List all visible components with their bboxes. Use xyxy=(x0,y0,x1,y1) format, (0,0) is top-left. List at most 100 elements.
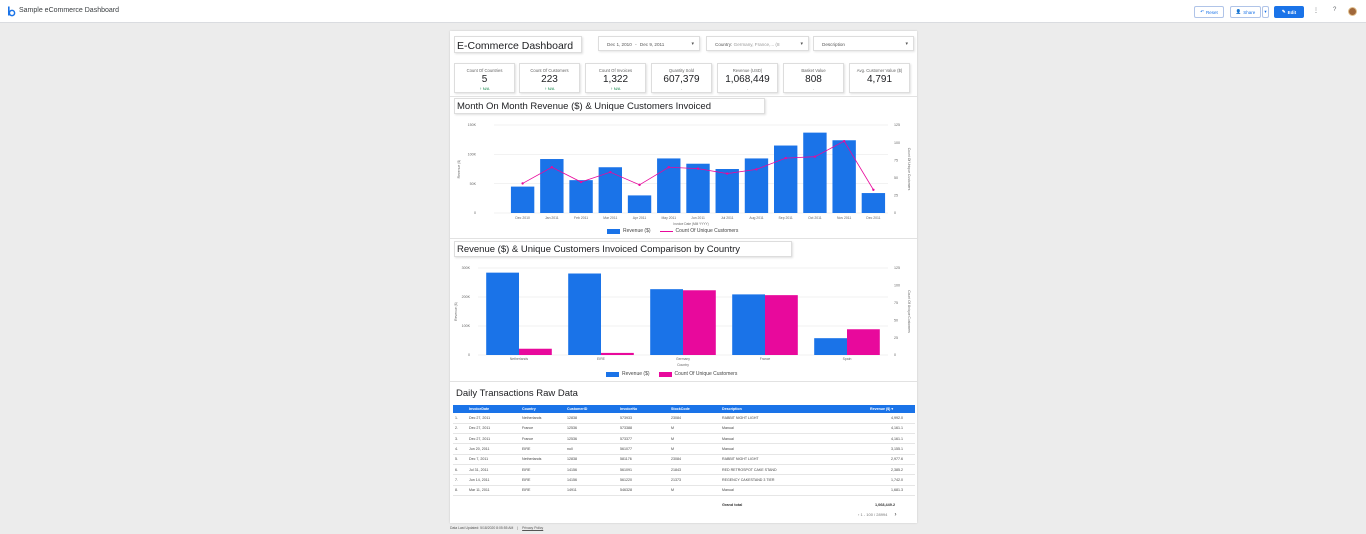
cell-stock: M xyxy=(669,443,720,455)
cell-country: France xyxy=(520,423,565,435)
chevron-down-icon: ▾ xyxy=(905,41,908,47)
cell-country: EIRE xyxy=(520,443,565,455)
divider xyxy=(450,238,917,239)
section-title-monthly: Month On Month Revenue ($) & Unique Cust… xyxy=(454,98,765,114)
cell-date: Dec 7, 2011 xyxy=(467,454,520,465)
x-tick-label: EIRE xyxy=(597,357,606,361)
table-row[interactable]: 3. Dec 27, 2011 France 12536 573377 M Manual 4,… xyxy=(453,433,915,445)
legend-swatch-customers xyxy=(659,230,673,232)
cell-description: RABBIT NIGHT LIGHT xyxy=(720,454,868,465)
cell-date: Jun 20, 2011 xyxy=(467,443,520,455)
col-invoice-no[interactable]: InvoiceNo xyxy=(618,405,669,413)
cell-revenue: 2,977.6 xyxy=(868,454,915,465)
cell-invoice: 561220 xyxy=(618,474,669,486)
cell-date: Dec 27, 2011 xyxy=(467,413,520,424)
point xyxy=(638,183,641,187)
x-tick-label: Sep 2011 xyxy=(779,216,793,220)
cell-index: 5. xyxy=(453,454,467,465)
kpi-delta: ↑ N/A xyxy=(610,86,621,91)
cell-customer: 14156 xyxy=(565,474,618,486)
kpi-label: Basket Value xyxy=(801,68,826,73)
reset-button[interactable]: ↶ Reset xyxy=(1194,6,1224,18)
point xyxy=(521,182,524,185)
chevron-down-icon: ▾ xyxy=(691,41,694,47)
x-tick-label: Netherlands xyxy=(510,357,529,361)
cell-index: 7. xyxy=(453,474,467,486)
cell-index: 4. xyxy=(453,443,467,455)
grand-total-label: Grand total xyxy=(722,503,743,507)
cell-customer: 12838 xyxy=(565,413,618,424)
privacy-link[interactable]: Privacy Policy xyxy=(522,526,544,530)
kpi-delta: - xyxy=(746,86,749,91)
col-revenue[interactable]: Revenue ($) ▾ xyxy=(868,405,915,413)
y-tick-label: 0 xyxy=(474,211,476,215)
y-tick-label: 150K xyxy=(468,123,477,127)
point xyxy=(842,139,846,143)
y-tick-label: 300K xyxy=(462,266,471,270)
cell-date: Dec 27, 2011 xyxy=(467,423,520,435)
col-customer-id[interactable]: CustomerID xyxy=(565,405,618,413)
y2-tick-label: 75 xyxy=(894,158,898,162)
col-invoice-date[interactable]: InvoiceDate xyxy=(467,405,520,413)
edit-button[interactable]: ✎ Edit xyxy=(1274,6,1304,18)
country-filter-label: Country: xyxy=(715,42,733,47)
cell-stock: 23084 xyxy=(669,413,720,424)
bar xyxy=(832,140,856,213)
x-tick-label: Germany xyxy=(676,357,690,361)
point xyxy=(579,180,583,184)
y2-tick-label: 50 xyxy=(894,176,898,180)
cell-stock: M xyxy=(669,433,720,445)
col-description[interactable]: Description xyxy=(720,405,868,413)
table-row[interactable]: 4. Jun 20, 2011 EIRE null 561077 M Manual 3,155… xyxy=(453,443,915,455)
cell-invoice: 573933 xyxy=(618,413,669,424)
cell-description: REGENCY CAKESTAND 3 TIER xyxy=(720,474,868,486)
x-tick-label: France xyxy=(760,357,771,361)
kpi-value: 1,322 xyxy=(602,74,629,85)
col-country[interactable]: Country xyxy=(520,405,565,413)
cell-country: Netherlands xyxy=(520,413,565,424)
table-row[interactable]: 2. Dec 27, 2011 France 12536 573388 M Manual 4,… xyxy=(453,423,915,435)
bar-revenue xyxy=(568,273,601,355)
cell-customer: 12536 xyxy=(565,433,618,445)
cell-index: 3. xyxy=(453,433,467,445)
country-filter[interactable]: Country: Germany, France,... (8 ▾ xyxy=(706,36,809,51)
description-filter[interactable]: Description ▾ xyxy=(813,36,914,51)
share-button[interactable]: 👤 Share xyxy=(1230,6,1261,18)
pagination-text: 1 - 100 / 28994 xyxy=(860,512,888,517)
bar xyxy=(540,159,564,213)
table-row[interactable]: 7. Jun 14, 2011 EIRE 14156 561220 21373 REGENC… xyxy=(453,474,915,486)
avatar[interactable] xyxy=(1348,7,1357,16)
undo-icon: ↶ xyxy=(1200,9,1204,14)
legend-swatch-customers xyxy=(658,371,672,377)
x-tick-label: Aug 2011 xyxy=(749,216,763,220)
cell-invoice: 546328 xyxy=(618,485,669,496)
share-dropdown-button[interactable]: ▾ xyxy=(1262,6,1269,18)
report-name[interactable]: Sample eCommerce Dashboard xyxy=(19,7,119,14)
more-vert-icon[interactable]: ⋮ xyxy=(1313,8,1319,14)
table-row[interactable]: 1. Dec 27, 2011 Netherlands 12838 573933 2308… xyxy=(453,413,915,424)
x-tick-label: Feb 2011 xyxy=(574,216,588,220)
chevron-right-icon[interactable]: › xyxy=(894,512,897,518)
bar xyxy=(510,186,535,213)
y2-tick-label: 0 xyxy=(894,211,896,215)
date-range-control[interactable]: Dec 1, 2010 - Dec 9, 2011 ▾ xyxy=(598,36,700,51)
table-row[interactable]: 5. Dec 7, 2011 Netherlands 12838 581176 23084… xyxy=(453,454,915,465)
table-row[interactable]: 6. Jul 31, 2011 EIRE 14156 561091 21843 RED RE… xyxy=(453,464,915,476)
col-stock-code[interactable]: StockCode xyxy=(669,405,720,413)
cell-stock: M xyxy=(669,485,720,496)
bar-customers xyxy=(765,295,798,355)
legend-swatch-revenue xyxy=(607,228,620,234)
y-axis-label: Revenue ($) xyxy=(454,302,458,321)
kpi-delta-value: N/A xyxy=(547,86,555,91)
monthly-revenue-chart[interactable]: 0 50K 100K 150K 0 25 50 75 100 125 Dec 2010 Jan 201… xyxy=(450,116,917,238)
help-icon[interactable]: ? xyxy=(1333,7,1337,13)
country-revenue-chart[interactable]: 0 100K 200K 300K 0 25 50 75 100 125 Netherlands EIR… xyxy=(450,261,917,372)
kpi-value: 1,068,449 xyxy=(725,74,770,85)
kpi-label: Quantity Sold xyxy=(668,68,695,73)
bar xyxy=(744,158,769,213)
table-row[interactable]: 8. Mar 11, 2011 EIRE 14911 546328 M Manual 1,68… xyxy=(453,485,915,496)
x-tick-label: Dec 2011 xyxy=(866,216,880,220)
cell-index: 1. xyxy=(453,413,467,424)
bar-revenue xyxy=(814,338,847,355)
bar xyxy=(686,163,710,213)
